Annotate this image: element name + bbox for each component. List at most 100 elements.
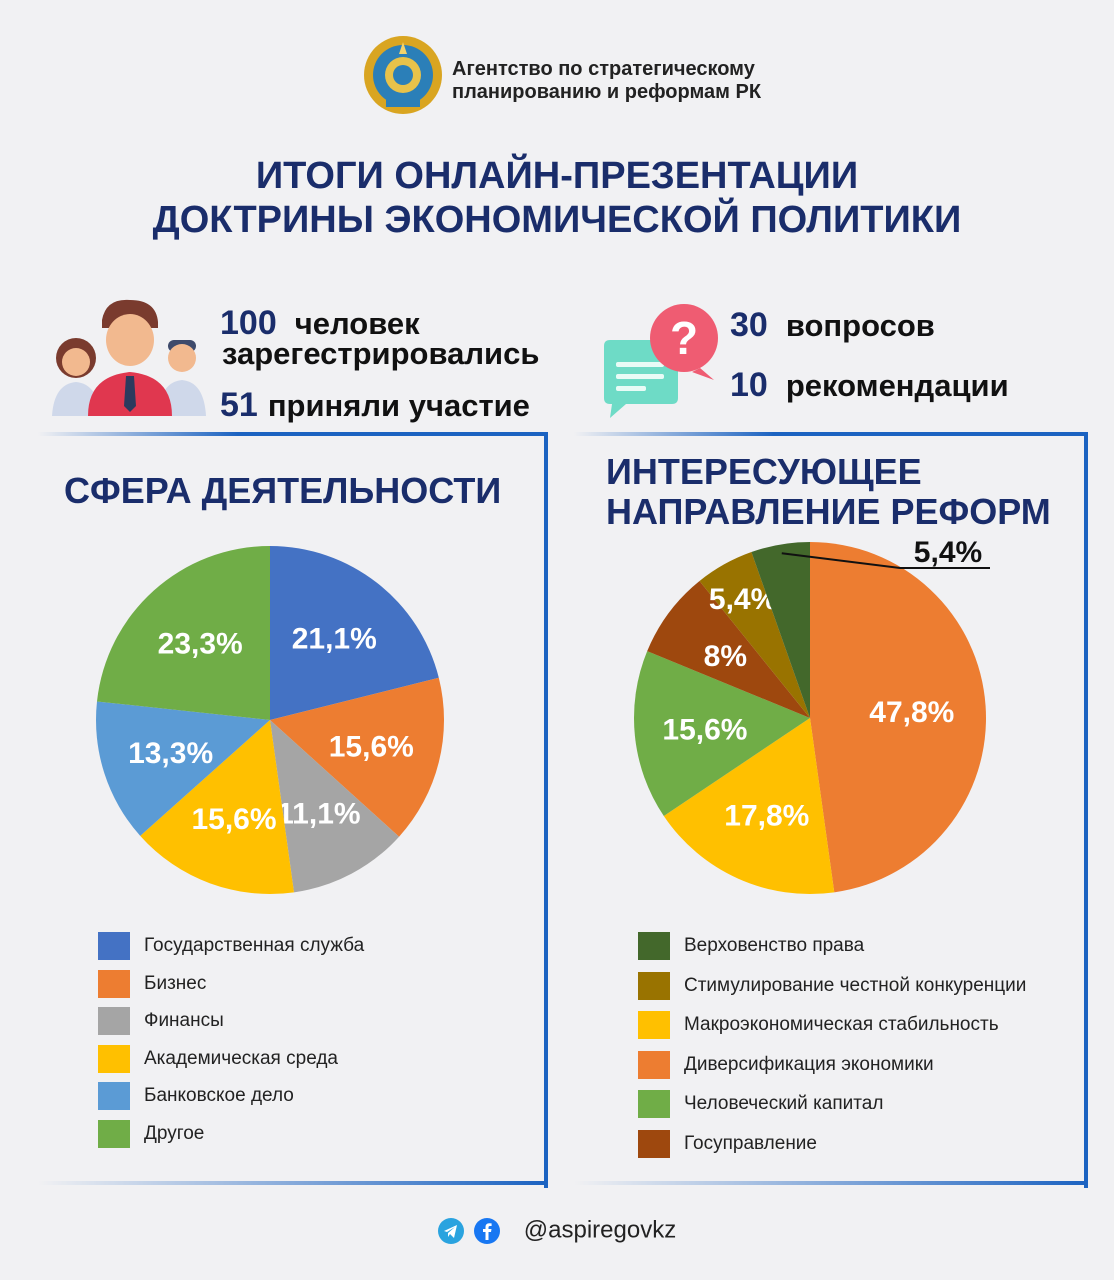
pie-slice-3 xyxy=(270,720,400,893)
legend-item: Другое xyxy=(98,1119,205,1148)
pie-label-6: 5,4% xyxy=(914,536,982,569)
questions-number: 30 xyxy=(730,306,768,344)
legend-activity: Государственная служба Бизнес Финансы Акаде… xyxy=(98,932,518,1162)
legend-item: Государственная служба xyxy=(98,932,364,960)
pie-chart-reforms: 47,8%17,8%15,6%8%5,4%5,4% xyxy=(634,536,990,894)
legend-swatch xyxy=(638,971,670,1000)
questions-stat: 30 вопросов xyxy=(730,306,935,345)
legend-label: Финансы xyxy=(144,1010,224,1031)
registered-word: человек xyxy=(294,306,420,341)
people-icon xyxy=(52,299,206,416)
social-handle[interactable]: @aspiregovkz xyxy=(523,1216,677,1244)
pie-label-6: 23,3% xyxy=(158,627,243,660)
pie-slice-4 xyxy=(140,720,294,894)
legend-swatch xyxy=(638,932,670,960)
agency-line-1: Агентство по стратегическому xyxy=(452,58,755,80)
legend-item: Бизнес xyxy=(98,969,207,998)
title-line-2: ДОКТРИНЫ ЭКОНОМИЧЕСКОЙ ПОЛИТИКИ xyxy=(152,199,962,241)
recommendations-number: 10 xyxy=(730,366,768,404)
recommendations-text: рекомендации xyxy=(785,368,1009,403)
legend-label: Академическая среда xyxy=(144,1047,338,1069)
legend-item: Банковское дело xyxy=(98,1082,294,1110)
pie-slice-2 xyxy=(663,718,835,894)
svg-text:?: ? xyxy=(670,312,698,364)
legend-swatch xyxy=(638,1129,670,1158)
pie-label-3: 15,6% xyxy=(662,714,747,747)
pie-slice-5 xyxy=(95,701,270,836)
legend-item: Верховенство права xyxy=(638,932,864,960)
legend-label: Другое xyxy=(144,1122,205,1144)
legend-swatch xyxy=(638,1050,670,1079)
agency-line-2: планированию и реформам РК xyxy=(452,81,762,103)
agency-name: Агентство по стратегическому планировани… xyxy=(452,58,812,104)
legend-swatch xyxy=(98,969,130,998)
right-panel-title: ИНТЕРЕСУЮЩЕЕ НАПРАВЛЕНИЕ РЕФОРМ xyxy=(606,452,1051,532)
legend-swatch xyxy=(638,1090,670,1118)
legend-item: Госуправление xyxy=(638,1129,817,1158)
page-title: ИТОГИ ОНЛАЙН-ПРЕЗЕНТАЦИИ ДОКТРИНЫ ЭКОНОМ… xyxy=(0,154,1114,242)
pie-label-5: 13,3% xyxy=(128,737,213,770)
pie-slice-6 xyxy=(96,546,270,720)
participated-number: 51 xyxy=(220,386,258,424)
legend-swatch xyxy=(98,1082,130,1110)
pie-slice-1 xyxy=(270,546,439,720)
question-bubble-icon: ? xyxy=(604,304,718,418)
footer: @aspiregovkz xyxy=(0,1216,1114,1245)
participated-text: приняли участие xyxy=(267,388,530,423)
leader-line xyxy=(781,552,990,569)
pie-label-2: 15,6% xyxy=(329,730,414,763)
right-panel-top-fade xyxy=(574,432,774,436)
legend-swatch xyxy=(98,932,130,960)
right-title-line-2: НАПРАВЛЕНИЕ РЕФОРМ xyxy=(606,491,1051,532)
pie-slice-3 xyxy=(634,651,810,817)
registered-stat: 100 человек xyxy=(220,304,420,343)
participated-stat: 51 приняли участие xyxy=(220,386,530,425)
legend-swatch xyxy=(98,1007,130,1035)
legend-item: Человеческий капитал xyxy=(638,1090,883,1118)
registered-number: 100 xyxy=(220,304,277,342)
facebook-icon[interactable] xyxy=(474,1217,501,1244)
legend-swatch xyxy=(638,1011,670,1039)
pie-slice-5 xyxy=(699,552,810,718)
legend-label: Бизнес xyxy=(144,972,207,994)
legend-label: Стимулирование честной конкуренции xyxy=(684,974,1027,996)
pie-slice-1 xyxy=(810,542,986,893)
emblem-icon xyxy=(364,36,442,114)
legend-label: Макроэкономическая стабильность xyxy=(684,1014,999,1035)
legend-label: Человеческий капитал xyxy=(684,1093,884,1114)
legend-reforms: Верховенство права Стимулирование честной… xyxy=(638,932,1078,1172)
telegram-icon[interactable] xyxy=(437,1217,464,1244)
legend-item: Академическая среда xyxy=(98,1044,338,1073)
legend-item: Финансы xyxy=(98,1007,224,1035)
pie-label-3: 11,1% xyxy=(277,797,360,830)
left-panel-bottom-border xyxy=(38,1181,544,1185)
legend-swatch xyxy=(98,1119,130,1148)
registered-text: зарегестрировались xyxy=(222,336,540,371)
title-line-1: ИТОГИ ОНЛАЙН-ПРЕЗЕНТАЦИИ xyxy=(255,155,859,197)
left-panel-title: СФЕРА ДЕЯТЕЛЬНОСТИ xyxy=(64,470,502,511)
legend-label: Верховенство права xyxy=(684,935,865,956)
right-title-line-1: ИНТЕРЕСУЮЩЕЕ xyxy=(606,451,922,492)
recommendations-stat: 10 рекомендации xyxy=(730,366,1009,405)
legend-label: Диверсификация экономики xyxy=(684,1053,934,1075)
legend-swatch xyxy=(98,1044,130,1073)
right-panel xyxy=(574,432,1088,1188)
pie-label-4: 15,6% xyxy=(191,803,276,836)
legend-item: Диверсификация экономики xyxy=(638,1050,934,1079)
legend-item: Макроэкономическая стабильность xyxy=(638,1011,999,1039)
right-panel-bottom-border xyxy=(574,1181,1088,1185)
pie-label-4: 8% xyxy=(704,640,747,673)
legend-label: Госуправление xyxy=(684,1132,817,1154)
legend-label: Банковское дело xyxy=(144,1085,294,1106)
pie-slice-2 xyxy=(270,677,444,837)
questions-text: вопросов xyxy=(785,308,935,343)
pie-slice-6 xyxy=(751,542,810,718)
pie-chart-activity: 21,1%15,6%11,1%15,6%13,3%23,3% xyxy=(95,546,444,894)
pie-slice-4 xyxy=(647,580,810,718)
pie-label-1: 47,8% xyxy=(869,696,954,729)
left-panel-top-fade xyxy=(38,432,238,436)
pie-label-1: 21,1% xyxy=(292,623,377,656)
legend-item: Стимулирование честной конкуренции xyxy=(638,971,1027,1000)
legend-label: Государственная служба xyxy=(144,935,365,956)
pie-label-2: 17,8% xyxy=(724,799,809,832)
